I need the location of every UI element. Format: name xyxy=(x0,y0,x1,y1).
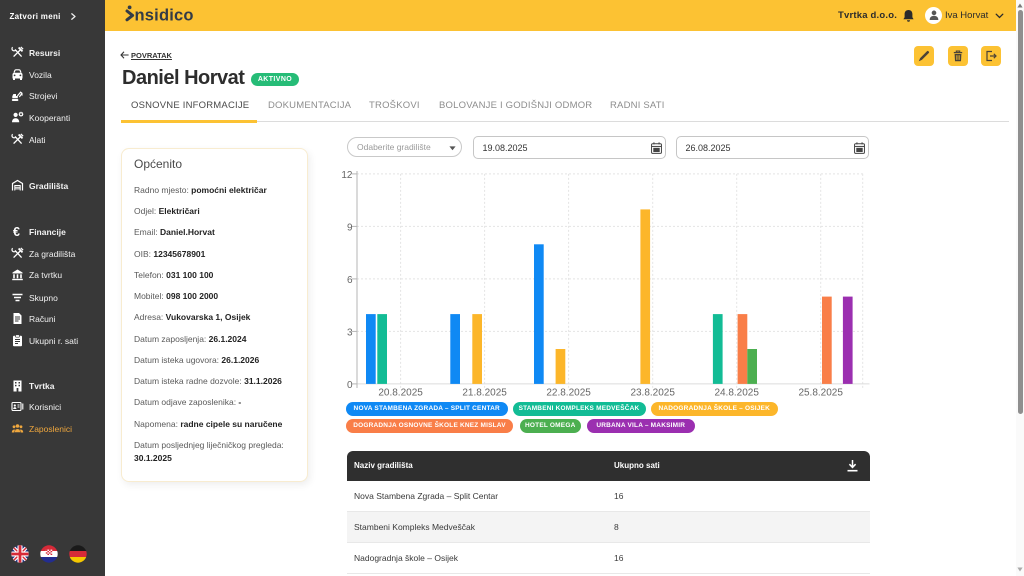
svg-text:25.8.2025: 25.8.2025 xyxy=(798,388,843,399)
svg-text:23.8.2025: 23.8.2025 xyxy=(630,388,675,399)
svg-text:0: 0 xyxy=(347,380,353,391)
svg-text:9: 9 xyxy=(347,222,353,233)
svg-text:21.8.2025: 21.8.2025 xyxy=(462,388,507,399)
svg-text:3: 3 xyxy=(347,327,353,338)
svg-text:12: 12 xyxy=(341,170,353,181)
svg-text:20.8.2025: 20.8.2025 xyxy=(378,388,423,399)
svg-text:22.8.2025: 22.8.2025 xyxy=(546,388,591,399)
svg-text:6: 6 xyxy=(347,275,353,286)
svg-text:nsidico: nsidico xyxy=(135,7,194,25)
svg-text:€: € xyxy=(13,225,20,238)
svg-text:24.8.2025: 24.8.2025 xyxy=(714,388,759,399)
